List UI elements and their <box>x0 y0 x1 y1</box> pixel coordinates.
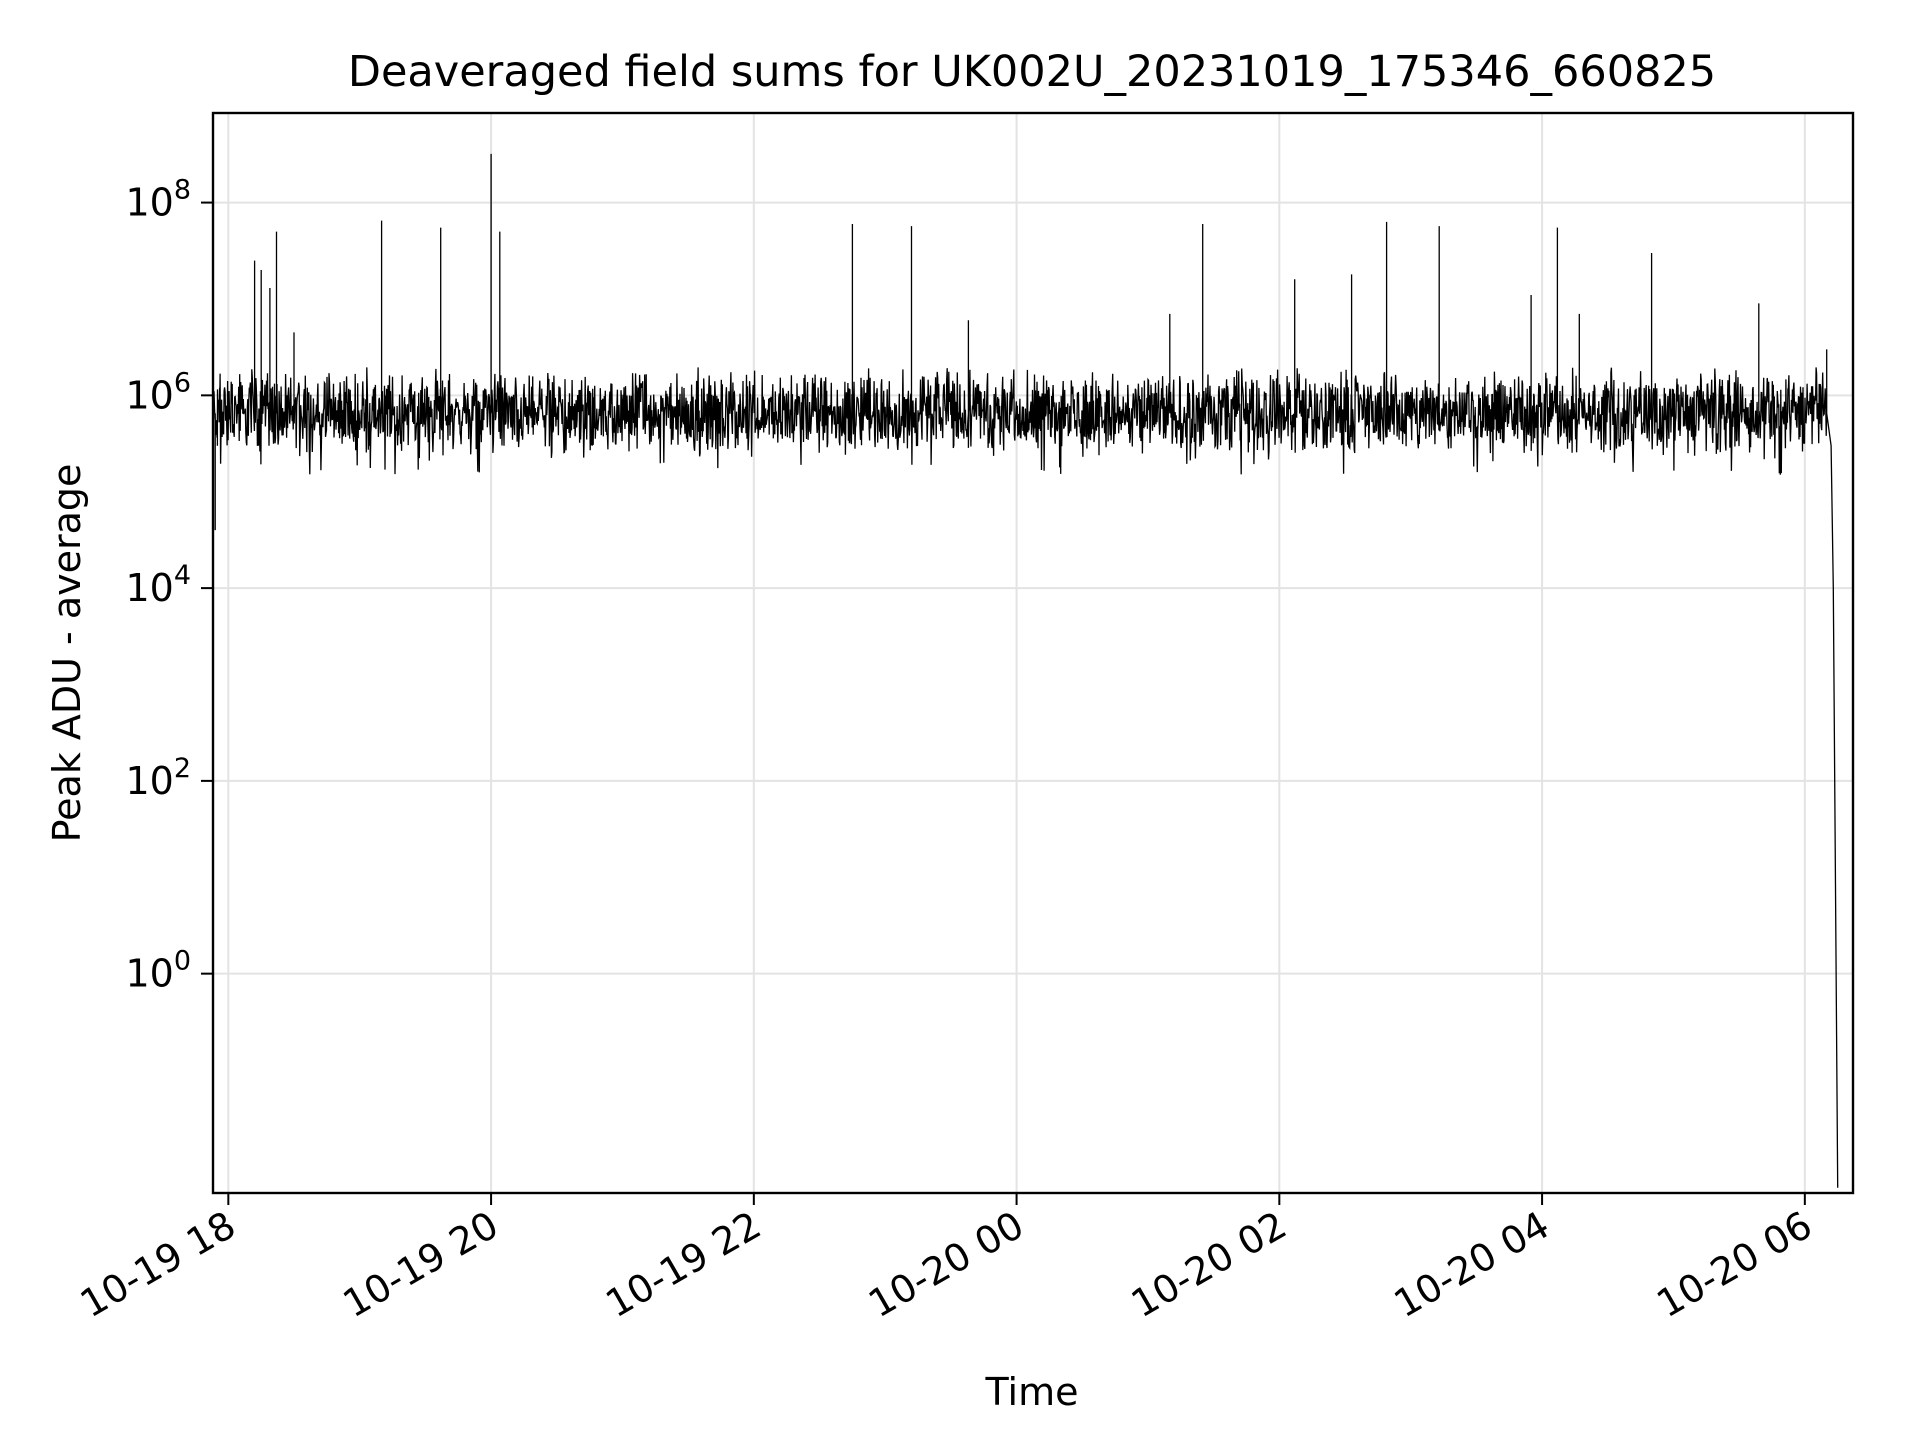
chart-title: Deaveraged field sums for UK002U_2023101… <box>348 47 1716 97</box>
x-axis-label: Time <box>985 1370 1079 1414</box>
series-line <box>212 153 1839 1188</box>
y-tick-label: 104 <box>125 560 191 610</box>
y-tick-label: 102 <box>125 753 191 803</box>
y-tick-label: 106 <box>125 367 191 417</box>
y-tick-label: 100 <box>125 946 191 996</box>
y-axis-label: Peak ADU - average <box>45 464 89 843</box>
y-tick-label: 108 <box>125 175 191 225</box>
data-series <box>212 153 1839 1188</box>
y-axis-ticks: 100 102 104 106 108 <box>125 175 213 996</box>
plot-frame <box>211 111 1855 1195</box>
